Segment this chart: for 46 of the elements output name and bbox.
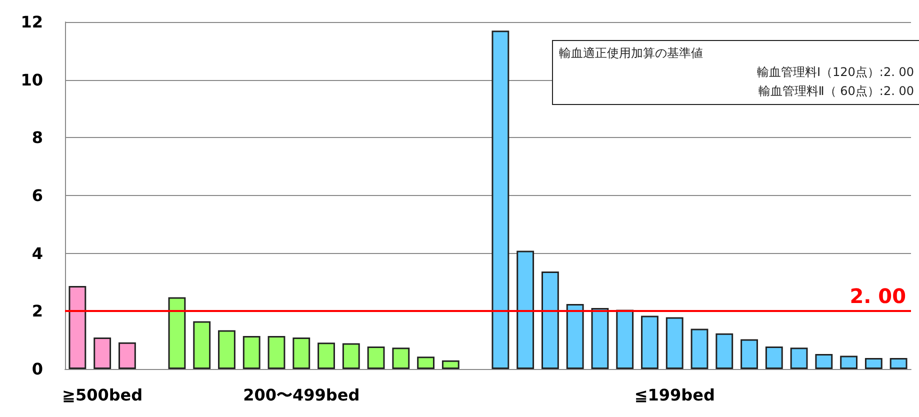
bar [94, 337, 112, 369]
bar [318, 342, 335, 369]
bar [765, 346, 783, 369]
bar [815, 354, 833, 369]
bar [790, 348, 808, 369]
y-tick-label: 2 [32, 302, 43, 321]
bar [690, 328, 708, 369]
bar [740, 339, 758, 369]
bar [840, 356, 858, 369]
y-tick-label: 8 [32, 128, 43, 148]
bar [616, 310, 634, 369]
bar [890, 358, 908, 369]
bar [68, 286, 86, 369]
annotation: 輸血適正使用加算の基準値 [559, 45, 704, 62]
bar [716, 333, 734, 369]
bar [591, 308, 609, 369]
bar [516, 250, 534, 369]
bar [492, 30, 510, 369]
bar [641, 316, 658, 369]
y-tick-label: 10 [20, 70, 43, 90]
bar [118, 342, 136, 369]
x-tick-label: ≧500bed [62, 386, 143, 404]
bar [342, 343, 360, 369]
y-tick-label: 0 [32, 360, 43, 378]
bar [666, 317, 684, 369]
bar [417, 356, 435, 369]
bar [566, 304, 584, 369]
bar [168, 297, 186, 369]
y-tick-label: 12 [20, 12, 43, 32]
bar [392, 348, 410, 369]
y-tick-label: 4 [32, 244, 43, 263]
annotation: 輸血管理料Ⅰ（120点）:2. 00 [756, 64, 914, 81]
bar [292, 337, 310, 369]
ref-line-label: 2. 00 [850, 284, 906, 308]
x-tick-label: 200〜499bed [243, 386, 360, 404]
x-tick-label: ≦199bed [634, 386, 715, 404]
bar [268, 336, 286, 369]
annotation: 輸血管理料Ⅱ（ 60点）:2. 00 [757, 83, 914, 100]
bar [442, 360, 460, 369]
bar [367, 346, 385, 369]
bar [193, 321, 211, 369]
bar [864, 358, 882, 369]
y-tick-label: 6 [32, 186, 43, 205]
bar [242, 336, 260, 369]
bar [541, 272, 559, 369]
bar [218, 330, 236, 369]
